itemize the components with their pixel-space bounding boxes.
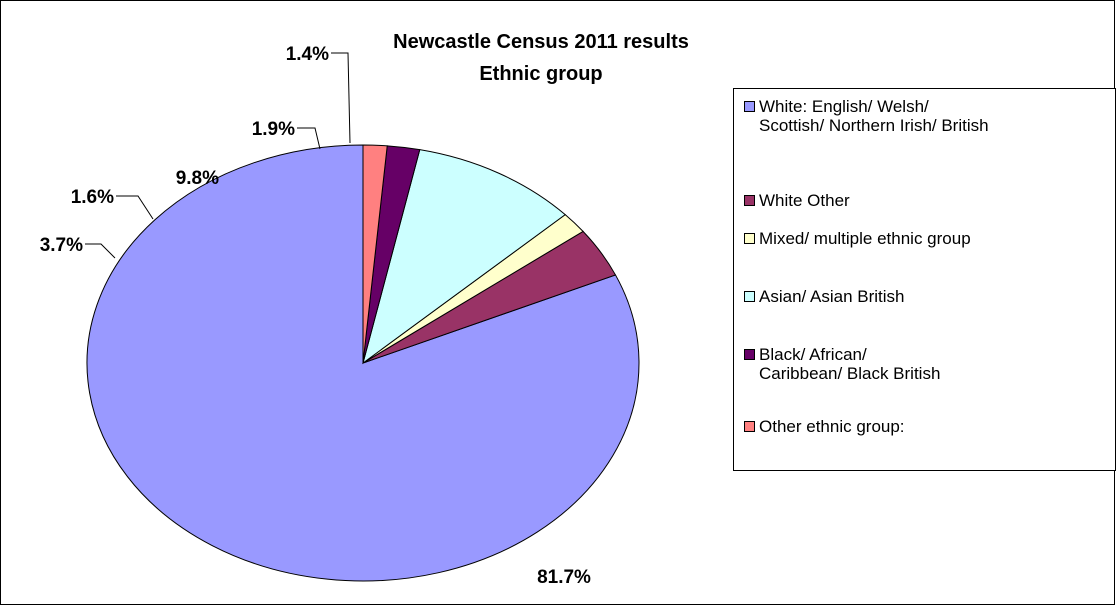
legend-label-1: White Other: [759, 191, 850, 210]
legend-item-1: White Other: [744, 191, 850, 210]
pie-slice-3: [362, 149, 567, 365]
chart-legend: White: English/ Welsh/Scottish/ Northern…: [733, 88, 1116, 471]
legend-item-2: Mixed/ multiple ethnic group: [744, 229, 971, 248]
legend-label-4: Black/ African/: [759, 345, 867, 364]
legend-item-3: Asian/ Asian British: [744, 287, 905, 306]
legend-label-3: Asian/ Asian British: [759, 287, 905, 306]
data-label-0: 81.7%: [537, 567, 591, 588]
data-label-4: 1.9%: [252, 119, 295, 140]
legend-label-0-line-1: Scottish/ Northern Irish/ British: [759, 116, 989, 135]
chart-title: Newcastle Census 2011 results: [393, 31, 689, 53]
leader-line-5: [331, 52, 351, 144]
legend-swatch-2: [744, 233, 755, 244]
legend-label-0: White: English/ Welsh/: [759, 97, 929, 116]
leader-line-4: [297, 127, 321, 150]
legend-item-5: Other ethnic group:: [744, 417, 905, 436]
pie-slice-5: [362, 144, 388, 364]
legend-label-4-line-1: Caribbean/ Black British: [759, 364, 941, 383]
legend-item-0: White: English/ Welsh/Scottish/ Northern…: [744, 97, 989, 135]
leader-line-1: [85, 243, 116, 259]
legend-swatch-0: [744, 101, 755, 112]
data-label-5: 1.4%: [286, 44, 329, 65]
data-label-1: 3.7%: [40, 235, 83, 256]
legend-item-4: Black/ African/Caribbean/ Black British: [744, 345, 940, 383]
data-label-3: 9.8%: [176, 168, 219, 189]
chart-subtitle: Ethnic group: [479, 63, 603, 85]
legend-swatch-3: [744, 291, 755, 302]
legend-swatch-5: [744, 421, 755, 432]
legend-label-5: Other ethnic group:: [759, 417, 905, 436]
legend-swatch-4: [744, 349, 755, 360]
legend-label-2: Mixed/ multiple ethnic group: [759, 229, 971, 248]
leader-line-2: [116, 195, 154, 220]
data-label-2: 1.6%: [71, 187, 114, 208]
legend-swatch-1: [744, 195, 755, 206]
